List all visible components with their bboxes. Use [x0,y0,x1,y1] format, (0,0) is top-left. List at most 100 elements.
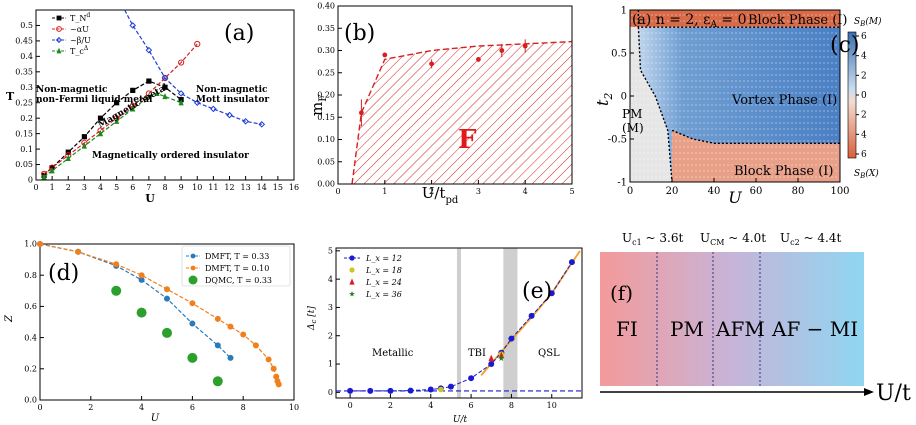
panel-b-point [382,52,388,58]
panel-c-cbar-top-label: SB(M) [854,16,882,28]
a-ytick-label: 0.35 [15,67,33,76]
panel-e-legend-marker-1 [349,267,355,273]
c-ytick-label: 1 [621,5,627,16]
panel-a-point-3 [49,167,55,174]
panel-a-series-line-2 [124,9,262,125]
panel-a-point-1 [194,40,201,48]
e-xtick-label: 2 [388,401,393,410]
a-ytick-label: 0 [28,176,33,185]
panel-e-legend-marker-3 [349,290,355,297]
panel-f-axis-arrow [864,388,874,396]
panel-e-point-0 [407,387,414,394]
panel-d-label: (d) [48,261,79,286]
a-xtick-label: 8 [162,183,167,192]
panel-a-point-2 [258,121,266,128]
panel-c-colorbar-tick-label: 0 [861,91,867,101]
panel-f-phase-afm: AFM [715,317,765,341]
e-xtick-label: 0 [348,401,353,410]
panel-e-point-0 [387,387,394,394]
a-xtick-label: 3 [82,183,87,192]
a-ytick-label: 0.4 [20,52,33,61]
panel-b-chart: 0 1 2 3 4 5 0.00 0.05 0.10 0.15 0.20 0.25 0.30 0.35 0.… [308,2,575,205]
a-xtick-label: 6 [130,183,135,192]
c-ytick-label: 0.5 [611,48,627,59]
panel-a-point-0 [146,78,152,84]
d-ytick-label: 1.0 [24,240,37,249]
panel-e-band-2 [503,248,518,398]
panel-b-ferro-region [352,41,572,184]
panel-e-xlabel: U/t [453,415,468,425]
panel-e-point-0 [347,387,354,394]
panel-a-point-0 [162,84,168,90]
panel-d-point-2 [187,352,198,363]
b-ytick-label: 0.10 [317,135,335,144]
b-ytick-label: 0.05 [317,157,335,166]
panel-d-point-0 [227,354,234,361]
panel-f-xlabel: U/t [876,381,911,406]
panel-e-point-0 [367,387,374,394]
panel-f-phase-pm: PM [670,317,704,341]
panel-a-legend-marker-2 [55,36,63,44]
panel-d-point-0 [189,320,196,327]
panel-d-legend-label-2: DQMC, T = 0.33 [205,276,272,285]
b-xtick-label: 5 [569,187,574,196]
a-xtick-label: 12 [224,183,234,192]
panel-a-point-3 [114,117,120,124]
panel-b-region-label: F [458,125,477,155]
panel-d-point-0 [164,295,170,302]
panel-f-label: (f) [610,281,633,305]
e-xtick-label: 8 [509,401,514,410]
panel-a-point-3 [178,99,184,106]
panel-e-point-0 [568,259,575,266]
panel-a-point-0 [81,134,87,140]
panel-a-point-0 [130,87,136,93]
panel-d-ylabel: Z [4,314,15,323]
c-ytick-label: -1 [617,177,627,188]
a-xtick-label: 5 [114,183,119,192]
panel-d-xlabel: U [151,413,160,424]
panel-f-threshold-uc2: Uc2 ~ 4.4t [780,231,841,247]
c-xtick-label: 60 [750,186,763,197]
panel-d-point-1 [275,381,282,388]
panel-a-legend-label-0: T_Nd [70,12,90,23]
panel-c-region-block-top: Block Phase (I) [748,13,847,28]
panel-a-annot-ordered: Magnetically ordered insulator [92,151,249,161]
d-xtick-label: 6 [190,403,195,412]
a-xtick-label: 13 [241,183,251,192]
a-ytick-label: 0.3 [20,83,33,92]
panel-a-point-3 [162,92,168,100]
panel-a-point-1 [178,59,185,66]
a-xtick-label: 10 [192,183,202,192]
panel-e-point-0 [427,386,434,393]
panel-c-xlabel: U [728,188,742,205]
panel-e-point-2 [498,351,505,359]
panel-b-point [499,48,505,53]
panel-f-threshold-uc1: Uc1 ~ 3.6t [622,231,683,247]
b-xtick-label: 2 [429,187,434,196]
panel-a-point-3 [130,105,136,112]
panel-a-point-2 [177,90,185,97]
panel-d-point-1 [214,315,221,322]
b-ytick-label: 0.40 [317,2,335,11]
c-ytick-label: 0 [621,91,627,102]
a-xtick-label: 4 [98,183,103,192]
panel-e-point-0 [447,383,454,390]
panel-e-band-1 [456,248,462,398]
panel-c-cbar-bottom-label: SB(X) [854,168,879,180]
panel-d-point-1 [270,365,277,372]
panel-a-xlabel: U [145,192,155,205]
panel-e-legend-label-3: L_x = 36 [365,290,402,299]
panel-a-point-3 [146,92,152,100]
panel-e-point-0 [548,290,555,297]
panel-a-chart: 0 1 2 3 4 5 6 7 8 9 10 11 12 13 14 15 1600.050.10.150.20… [6,9,299,205]
panel-d-point-1 [227,323,234,330]
panel-e-point-3 [498,355,505,362]
e-plot-frame [335,247,583,399]
panel-d-legend-label-0: DMFT, T = 0.33 [205,252,269,261]
panel-a-point-3 [81,142,87,149]
d-xtick-label: 10 [289,403,299,412]
panel-a-annot-mott: Non-magnetic Mott insulator [196,85,269,105]
panel-a-point-2 [193,99,201,107]
panel-b-xlabel: U/tpd [422,184,459,205]
